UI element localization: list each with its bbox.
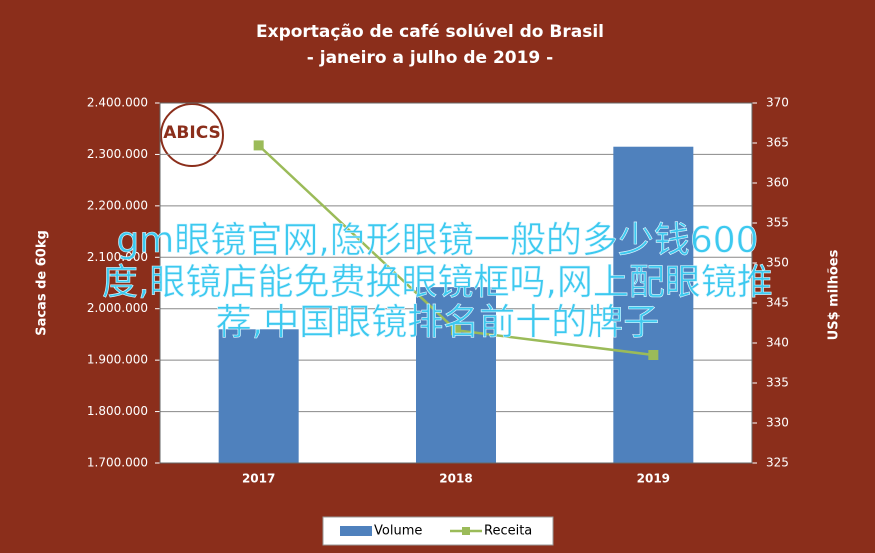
y2-tick-label: 335 <box>766 376 789 390</box>
plot-border <box>159 102 753 464</box>
x-tick-label: 2017 <box>242 472 275 486</box>
x-tick-label: 2019 <box>637 472 670 486</box>
y2-tick-label: 365 <box>766 136 789 150</box>
logo: ABICS <box>163 123 220 143</box>
y-tick-label: 2.000.000 <box>87 301 148 315</box>
legend-label: Receita <box>484 524 532 539</box>
legend-swatch <box>462 527 470 535</box>
y2-tick-label: 330 <box>766 416 789 430</box>
legend-label: Volume <box>374 524 422 539</box>
logo-badge <box>160 103 224 167</box>
y-tick-label: 1.900.000 <box>87 353 148 367</box>
y-tick-label: 2.200.000 <box>87 198 148 212</box>
y2-tick-label: 355 <box>766 216 789 230</box>
x-tick-label: 2018 <box>439 472 472 486</box>
chart-title: Exportação de café solúvel do Brasil <box>256 22 604 42</box>
marker <box>253 140 264 151</box>
bar <box>613 146 694 463</box>
y-tick-label: 2.300.000 <box>87 147 148 161</box>
overlay-text: gm眼镜官网,隐形眼镜一般的多少钱600 <box>116 220 759 262</box>
y2-tick-label: 325 <box>766 456 789 470</box>
y-tick-label: 2.100.000 <box>87 250 148 264</box>
legend-swatch <box>340 526 372 536</box>
y-tick-label: 1.800.000 <box>87 404 148 418</box>
y2-tick-label: 340 <box>766 336 789 350</box>
y-tick-label: 1.700.000 <box>87 456 148 470</box>
y-axis-label: Sacas de 60kg <box>35 230 50 336</box>
y2-tick-label: 350 <box>766 256 789 270</box>
overlay-text: 荐,中国眼镜排名前十的牌子 <box>215 302 660 344</box>
chart-subtitle: - janeiro a julho de 2019 - <box>307 48 553 68</box>
bar <box>416 287 496 463</box>
marker <box>648 350 659 360</box>
marker <box>451 325 461 336</box>
y2-axis-label: US$ milhões <box>827 249 842 340</box>
overlay-text: 度,眼镜店能免费换眼镜框吗,网上配眼镜推 <box>102 262 773 304</box>
y2-tick-label: 345 <box>766 296 789 310</box>
y2-tick-label: 370 <box>766 96 789 110</box>
bar <box>218 329 299 463</box>
y2-tick-label: 360 <box>766 176 789 190</box>
y-tick-label: 2.400.000 <box>87 96 148 110</box>
